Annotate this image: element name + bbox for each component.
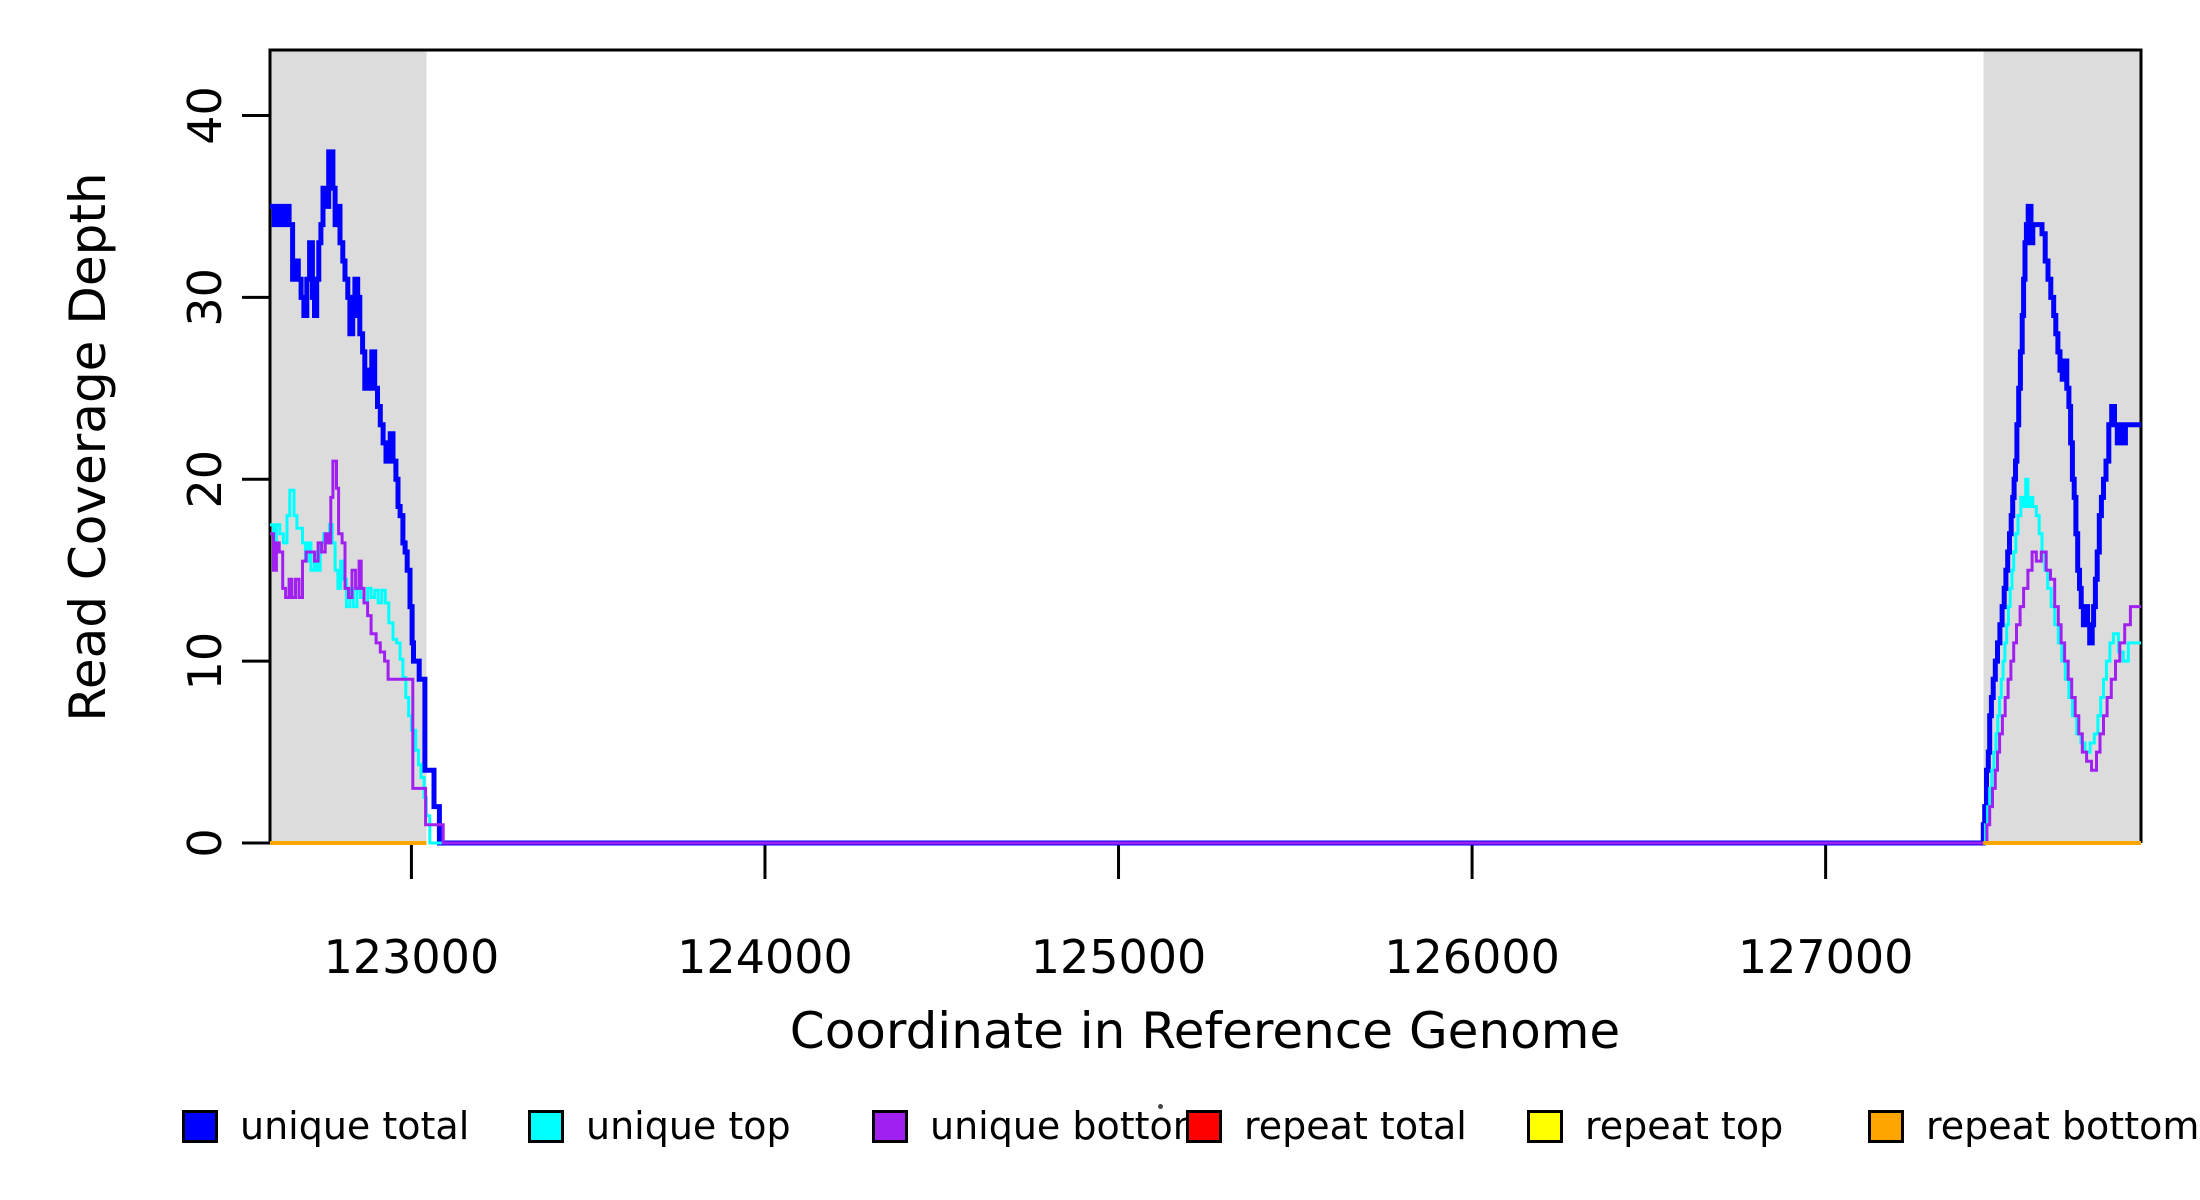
series-unique-top-line [270,477,2141,845]
legend-label-unique-total: unique total [240,1104,470,1148]
y-tick-label: 0 [178,828,232,857]
x-tick-label: 125000 [1031,930,1207,984]
legend: unique total unique top unique bottom repea… [0,1104,2200,1164]
y-tick-label: 30 [178,268,232,327]
series-unique-total-line [270,149,2141,846]
y-tick-label: 20 [178,450,232,509]
y-tick-label: 40 [178,86,232,145]
legend-label-repeat-top: repeat top [1585,1104,1784,1148]
series-unique-bottom-line [270,459,2141,845]
stray-dot [1158,1104,1163,1109]
legend-label-unique-bottom: unique bottom [930,1104,1210,1148]
x-tick-label: 124000 [677,930,853,984]
y-tick-label: 10 [178,632,232,691]
legend-item-unique-bottom: unique bottom [872,1104,1210,1148]
legend-label-unique-top: unique top [586,1104,791,1148]
legend-item-repeat-total: repeat total [1186,1104,1467,1148]
legend-swatch-unique-top [528,1109,564,1143]
legend-swatch-unique-bottom [872,1109,908,1143]
legend-item-repeat-top: repeat top [1527,1104,1783,1148]
x-tick-label: 126000 [1384,930,1560,984]
legend-item-unique-total: unique total [182,1104,469,1148]
legend-label-repeat-bottom: repeat bottom [1926,1104,2200,1148]
legend-swatch-repeat-total [1186,1109,1222,1143]
legend-label-repeat-total: repeat total [1244,1104,1467,1148]
legend-swatch-unique-total [182,1109,218,1143]
x-axis-title: Coordinate in Reference Genome [789,1002,1621,1060]
y-axis-title: Read Coverage Depth [59,172,117,722]
legend-swatch-repeat-top [1527,1109,1563,1143]
legend-swatch-repeat-bottom [1868,1109,1904,1143]
shaded-repeat-region-0 [270,50,427,843]
shaded-repeat-region-1 [1983,50,2141,843]
x-tick-label: 123000 [324,930,500,984]
plot-border [268,48,2143,843]
legend-item-unique-top: unique top [528,1104,791,1148]
x-tick-label: 127000 [1738,930,1914,984]
legend-item-repeat-bottom: repeat bottom [1868,1104,2199,1148]
